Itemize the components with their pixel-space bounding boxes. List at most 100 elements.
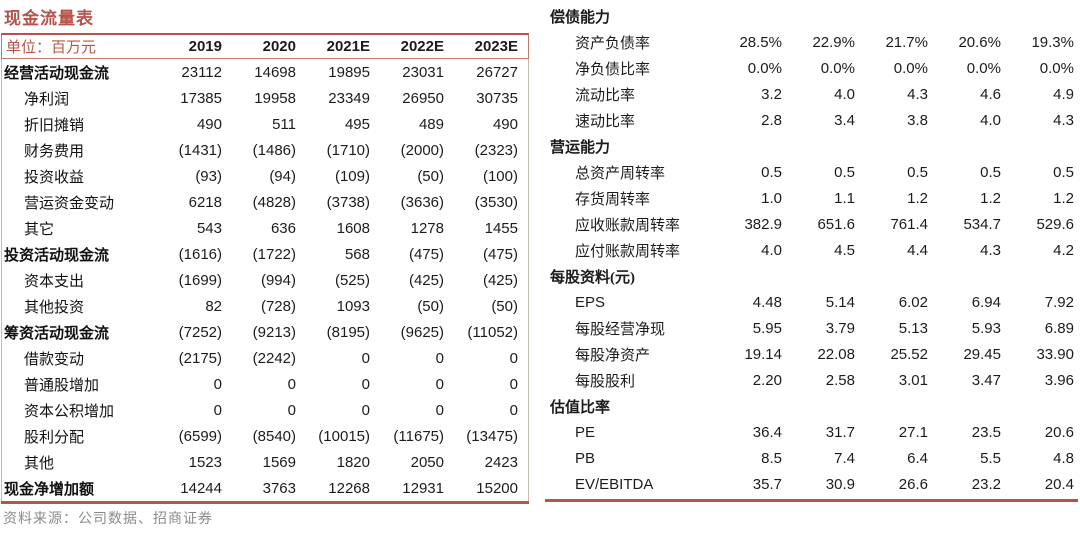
cell-value: 5.13 [898, 319, 928, 337]
table-row: 每股资料(元) [545, 263, 1078, 289]
row-label: 每股净资产 [575, 347, 651, 364]
cell-value: 0 [435, 401, 444, 419]
row-label: 投资活动现金流 [4, 247, 110, 264]
cell-value: (9213) [252, 323, 296, 341]
row-label: 净利润 [24, 91, 70, 108]
cell-value: (2242) [252, 349, 296, 367]
cell-value: (8540) [252, 427, 296, 445]
source-note: 资料来源：公司数据、招商证券 [3, 512, 213, 527]
table-row: 折旧摊销 490 511 495 489 490 [2, 111, 528, 137]
cell-value: (2323) [474, 141, 518, 159]
ratios-table-panel: 偿债能力 资产负债率 28.5% 22.9% 21.7% 20.6% 19.3% 净负债比率 0… [545, 3, 1078, 502]
row-label: 净负债比率 [575, 61, 651, 78]
cell-value: 6218 [188, 193, 222, 211]
cell-value: 19895 [328, 63, 370, 81]
cell-value: 0 [361, 375, 370, 393]
cell-value: 489 [418, 115, 444, 133]
cell-value: 12931 [402, 479, 444, 497]
row-label: 资本公积增加 [24, 403, 115, 420]
cell-value: 6.02 [898, 293, 928, 311]
table-row: 营运资金变动 6218 (4828) (3738) (3636) (3530) [2, 189, 528, 215]
table-row: 资本支出 (1699) (994) (525) (425) (425) [2, 267, 528, 293]
cell-value: 1093 [336, 297, 370, 315]
table-row: 投资活动现金流 (1616) (1722) 568 (475) (475) [2, 241, 528, 267]
table-row: 总资产周转率 0.5 0.5 0.5 0.5 0.5 [545, 159, 1078, 185]
cell-value: 3.79 [825, 319, 855, 337]
cell-value: 0.5 [761, 163, 782, 181]
cell-value: 29.45 [963, 345, 1001, 363]
section-header: 偿债能力 [550, 9, 611, 26]
cell-value: (2175) [178, 349, 222, 367]
cell-value: 0 [213, 401, 222, 419]
row-label: 财务费用 [24, 143, 85, 160]
row-label: 股利分配 [24, 429, 85, 446]
table-row: 其它 543 636 1608 1278 1455 [2, 215, 528, 241]
cell-value: 5.14 [825, 293, 855, 311]
cell-value: 761.4 [890, 215, 928, 233]
row-label: 流动比率 [575, 87, 636, 104]
row-label: 借款变动 [24, 351, 85, 368]
cell-value: 36.4 [752, 423, 782, 441]
cell-value: 33.90 [1036, 345, 1074, 363]
cell-value: 0 [287, 401, 296, 419]
cell-value: 1278 [410, 219, 444, 237]
row-label: 营运资金变动 [24, 195, 115, 212]
cell-value: 4.3 [980, 241, 1001, 259]
row-label: 其他投资 [24, 299, 85, 316]
cell-value: 23349 [328, 89, 370, 107]
cell-value: 1455 [484, 219, 518, 237]
cell-value: 23112 [181, 63, 222, 81]
table-row: 其他投资 82 (728) 1093 (50) (50) [2, 293, 528, 319]
table-row: 净利润 17385 19958 23349 26950 30735 [2, 85, 528, 111]
cell-value: (7252) [178, 323, 222, 341]
table-row: PB 8.5 7.4 6.4 5.5 4.8 [545, 445, 1078, 471]
column-header: 2019 [188, 38, 222, 55]
cell-value: 82 [205, 297, 222, 315]
row-label: 筹资活动现金流 [4, 325, 110, 342]
cell-value: 7.92 [1044, 293, 1074, 311]
cell-value: 30735 [476, 89, 518, 107]
cell-value: 3.96 [1044, 371, 1074, 389]
cell-value: (1431) [178, 141, 222, 159]
row-label: EV/EBITDA [575, 475, 654, 493]
cell-value: (13475) [466, 427, 518, 445]
cell-value: 2.58 [825, 371, 855, 389]
cell-value: 1.2 [907, 189, 928, 207]
cell-value: 4.8 [1053, 449, 1074, 467]
cell-value: 26950 [402, 89, 444, 107]
cell-value: 20.6% [958, 33, 1001, 51]
cell-value: 4.2 [1053, 241, 1074, 259]
cell-value: (109) [334, 167, 370, 185]
cash-flow-table-panel: 现金流量表 单位：百万元 2019 2020 2021E 2022E 2023E 经营活… [1, 3, 529, 504]
cell-value: 26727 [476, 63, 518, 81]
cell-value: 6.4 [907, 449, 928, 467]
cell-value: 0 [509, 401, 518, 419]
cell-value: 23.5 [971, 423, 1001, 441]
cell-value: 5.93 [971, 319, 1001, 337]
cell-value: 23.2 [971, 475, 1001, 493]
cell-value: (4828) [252, 193, 296, 211]
cell-value: (1722) [252, 245, 296, 263]
table-row: 资本公积增加 0 0 0 0 0 [2, 397, 528, 423]
cell-value: (728) [260, 297, 296, 315]
cell-value: 543 [196, 219, 222, 237]
cell-value: (93) [195, 167, 222, 185]
table-row: PE 36.4 31.7 27.1 23.5 20.6 [545, 419, 1078, 445]
cell-value: 6.94 [971, 293, 1001, 311]
cell-value: (425) [408, 271, 444, 289]
cell-value: 25.52 [890, 345, 928, 363]
cell-value: (425) [482, 271, 518, 289]
cell-value: 1.2 [1053, 189, 1074, 207]
cell-value: 490 [196, 115, 222, 133]
cell-value: 30.9 [825, 475, 855, 493]
table-row: 借款变动 (2175) (2242) 0 0 0 [2, 345, 528, 371]
cell-value: 14698 [254, 63, 296, 81]
cell-value: 0 [361, 401, 370, 419]
cell-value: 4.0 [980, 111, 1001, 129]
table-row: 应付账款周转率 4.0 4.5 4.4 4.3 4.2 [545, 237, 1078, 263]
table-row: 普通股增加 0 0 0 0 0 [2, 371, 528, 397]
cell-value: 382.9 [744, 215, 782, 233]
section-header: 每股资料(元) [550, 269, 635, 286]
left-table: 单位：百万元 2019 2020 2021E 2022E 2023E 经营活动现金流 23… [1, 33, 529, 504]
cell-value: 19.3% [1031, 33, 1074, 51]
